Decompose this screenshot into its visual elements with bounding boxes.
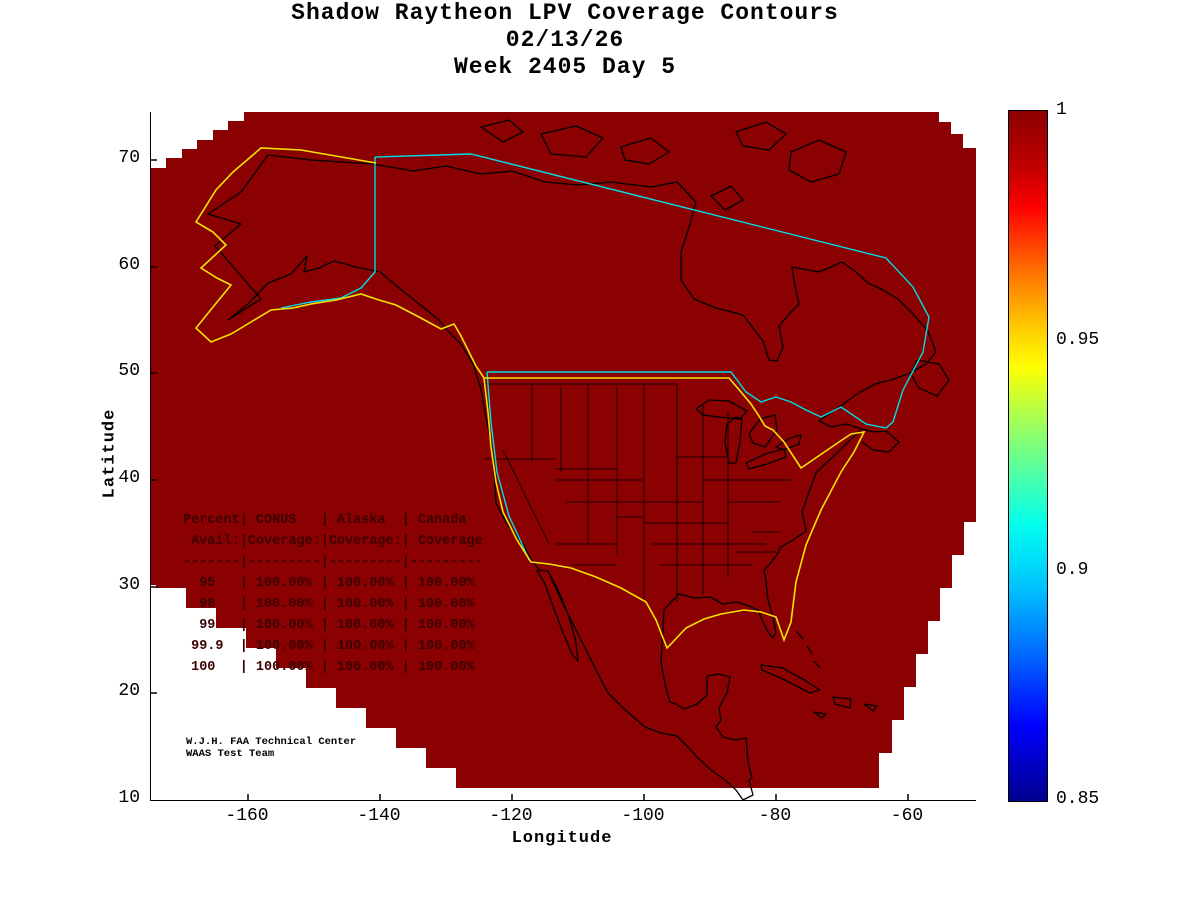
plot-area: [150, 112, 976, 801]
axis-tick-marks: [151, 159, 909, 800]
chart-week-day: Week 2405 Day 5: [453, 54, 677, 80]
credit-text: W.J.H. FAA Technical Center WAAS Test Te…: [186, 736, 357, 760]
coverage-table: Percent| CONUS | Alaska | Canada Avail:|…: [183, 513, 483, 675]
x-tick-n60: -60: [890, 806, 924, 826]
y-tick-10: 10: [118, 788, 140, 808]
y-tick-40: 40: [118, 468, 140, 488]
y-axis-label: Latitude: [100, 408, 120, 499]
colorbar-tick-095: 0.95: [1056, 330, 1100, 350]
y-tick-70: 70: [118, 148, 140, 168]
x-tick-n100: -100: [621, 806, 665, 826]
coverage-map-svg: [151, 112, 976, 800]
colorbar-tick-1: 1: [1056, 100, 1067, 120]
x-tick-n140: -140: [357, 806, 401, 826]
canada-coverage-contour: [280, 153, 930, 561]
x-tick-n80: -80: [758, 806, 792, 826]
state-borders: [481, 383, 791, 602]
x-tick-n120: -120: [489, 806, 533, 826]
colorbar-tick-085: 0.85: [1056, 789, 1100, 809]
x-axis-label: Longitude: [511, 829, 613, 848]
alaska-coverage-contour: [194, 147, 485, 379]
x-tick-n160: -160: [225, 806, 269, 826]
y-tick-20: 20: [118, 681, 140, 701]
y-tick-30: 30: [118, 575, 140, 595]
coverage-region: [151, 112, 976, 788]
y-tick-60: 60: [118, 255, 140, 275]
y-tick-50: 50: [118, 361, 140, 381]
coastline: [207, 119, 950, 800]
colorbar: [1008, 110, 1048, 802]
title-block: Shadow Raytheon LPV Coverage Contours 02…: [0, 0, 1130, 81]
chart-title: Shadow Raytheon LPV Coverage Contours: [291, 0, 839, 26]
chart-date: 02/13/26: [505, 27, 625, 53]
colorbar-tick-09: 0.9: [1056, 560, 1089, 580]
conus-coverage-contour: [483, 377, 866, 650]
